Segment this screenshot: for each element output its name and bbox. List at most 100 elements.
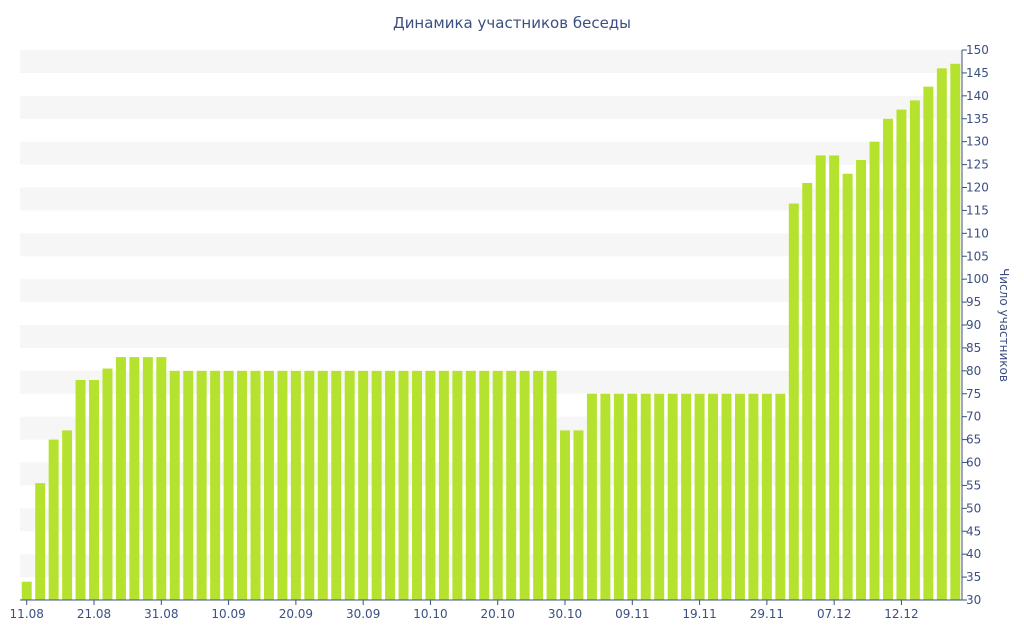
bar[interactable] — [479, 370, 490, 600]
y-tick-label: 65 — [966, 433, 981, 447]
bar[interactable] — [75, 380, 86, 600]
bar[interactable] — [829, 155, 840, 601]
bar[interactable] — [129, 357, 140, 600]
bar[interactable] — [331, 370, 342, 600]
bar[interactable] — [465, 370, 476, 600]
bar[interactable] — [640, 393, 651, 600]
bar[interactable] — [627, 393, 638, 600]
bar[interactable] — [869, 141, 880, 601]
bar[interactable] — [802, 182, 813, 601]
bar[interactable] — [371, 370, 382, 600]
bar[interactable] — [748, 393, 759, 600]
bar[interactable] — [936, 68, 947, 600]
bar[interactable] — [250, 370, 261, 600]
grid-band — [20, 50, 962, 73]
x-tick-label: 10.10 — [413, 607, 447, 621]
grid-band — [20, 95, 962, 119]
bar[interactable] — [775, 393, 786, 600]
y-tick-label: 35 — [966, 570, 981, 584]
bar[interactable] — [223, 370, 234, 600]
x-tick-label: 30.09 — [346, 607, 380, 621]
bar[interactable] — [546, 370, 557, 600]
y-tick-label: 150 — [966, 43, 989, 57]
bar[interactable] — [734, 393, 745, 600]
bar[interactable] — [519, 370, 530, 600]
y-axis: 30 35 40 45 50 55 60 65 70 75 80 85 90 95 100 105 110 115… — [961, 43, 989, 607]
bar[interactable] — [169, 370, 180, 600]
bar[interactable] — [654, 393, 665, 600]
bar[interactable] — [48, 439, 59, 600]
bar[interactable] — [694, 393, 705, 600]
bar[interactable] — [156, 357, 167, 600]
bar[interactable] — [183, 370, 194, 600]
bar[interactable] — [317, 370, 328, 600]
bar[interactable] — [358, 370, 369, 600]
bar[interactable] — [412, 370, 422, 600]
y-tick-label: 50 — [966, 501, 981, 515]
x-axis: 11.08 21.08 31.08 10.09 20.09 30.09 10.10 20.10… — [10, 599, 962, 621]
bar[interactable] — [721, 393, 732, 600]
y-tick-label: 125 — [966, 158, 989, 172]
bar[interactable] — [896, 109, 907, 600]
bar[interactable] — [560, 430, 570, 600]
grid-band — [20, 325, 962, 348]
bar[interactable] — [452, 370, 463, 600]
y-tick-label: 135 — [966, 112, 989, 126]
bar[interactable] — [506, 370, 517, 600]
bar[interactable] — [667, 393, 678, 600]
bar[interactable] — [290, 370, 301, 600]
x-tick-label: 30.10 — [548, 607, 582, 621]
bar[interactable] — [856, 160, 867, 600]
x-tick-label: 21.08 — [77, 607, 111, 621]
bar[interactable] — [196, 370, 207, 600]
bar[interactable] — [385, 370, 396, 600]
x-tick-label: 12.12 — [884, 607, 918, 621]
x-tick-label: 19.11 — [682, 607, 716, 621]
y-tick-label: 55 — [966, 478, 981, 492]
bar[interactable] — [842, 173, 853, 600]
bar[interactable] — [21, 581, 32, 600]
grid-band — [20, 187, 962, 211]
bar[interactable] — [788, 203, 799, 601]
bar[interactable] — [102, 368, 113, 600]
bar[interactable] — [304, 370, 315, 600]
grid-band — [20, 233, 962, 257]
y-tick-label: 60 — [966, 456, 981, 470]
bar[interactable] — [237, 370, 248, 600]
grid-band — [20, 141, 962, 165]
bar[interactable] — [573, 430, 584, 600]
bar[interactable] — [923, 86, 934, 601]
y-tick-label: 90 — [966, 318, 981, 332]
grid-bands — [20, 50, 962, 578]
bar[interactable] — [586, 393, 597, 600]
bar[interactable] — [263, 370, 274, 600]
y-tick-label: 145 — [966, 66, 989, 80]
bar[interactable] — [533, 370, 544, 600]
bar[interactable] — [142, 357, 153, 600]
bar[interactable] — [89, 380, 99, 600]
y-axis-title: Число участников — [997, 268, 1011, 382]
bar[interactable] — [613, 393, 624, 600]
bar[interactable] — [62, 430, 73, 600]
bar[interactable] — [883, 118, 893, 600]
bar[interactable] — [815, 155, 826, 601]
bar[interactable] — [950, 63, 961, 600]
bar[interactable] — [438, 370, 449, 600]
bar[interactable] — [35, 483, 46, 601]
bar[interactable] — [344, 370, 355, 600]
bar[interactable] — [210, 370, 221, 600]
bar[interactable] — [398, 370, 409, 600]
bar[interactable] — [681, 393, 692, 600]
bar[interactable] — [909, 100, 920, 601]
bars — [21, 63, 961, 601]
bar[interactable] — [115, 357, 126, 600]
y-tick-label: 130 — [966, 135, 989, 149]
y-tick-label: 95 — [966, 295, 981, 309]
bar[interactable] — [761, 393, 772, 600]
bar[interactable] — [708, 393, 719, 600]
bar[interactable] — [277, 370, 288, 600]
bar[interactable] — [492, 370, 503, 600]
bar[interactable] — [425, 370, 436, 600]
bar[interactable] — [600, 393, 611, 600]
